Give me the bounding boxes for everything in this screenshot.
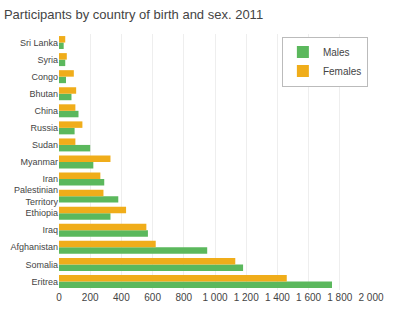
svg-text:600: 600 [144,292,161,303]
svg-text:Bhutan: Bhutan [29,89,58,99]
svg-text:Russia: Russia [30,123,58,133]
svg-text:1 000: 1 000 [202,292,227,303]
svg-text:Males: Males [323,47,350,58]
svg-text:Iran: Iran [42,174,58,184]
svg-text:200: 200 [82,292,99,303]
svg-text:Females: Females [323,66,361,77]
svg-text:800: 800 [175,292,192,303]
svg-text:Eritrea: Eritrea [31,277,58,287]
svg-text:Afghanistan: Afghanistan [10,242,58,252]
svg-text:PalestinianTerritory: PalestinianTerritory [14,185,59,207]
svg-text:0: 0 [56,292,62,303]
svg-text:Somalia: Somalia [25,260,58,270]
svg-text:Participants by country of bir: Participants by country of birth and sex… [4,7,263,22]
svg-text:1 800: 1 800 [327,292,352,303]
svg-text:China: China [34,106,58,116]
svg-text:2 000: 2 000 [358,292,383,303]
svg-text:1 200: 1 200 [234,292,259,303]
svg-text:Iraq: Iraq [42,225,58,235]
svg-text:Myanmar: Myanmar [20,157,58,167]
svg-text:Sri Lanka: Sri Lanka [20,38,58,48]
svg-text:1 400: 1 400 [265,292,290,303]
svg-text:Syria: Syria [37,55,58,65]
svg-text:1 600: 1 600 [296,292,321,303]
svg-text:Ethiopia: Ethiopia [25,208,58,218]
svg-text:400: 400 [113,292,130,303]
svg-text:Congo: Congo [31,72,58,82]
svg-text:Sudan: Sudan [32,140,58,150]
